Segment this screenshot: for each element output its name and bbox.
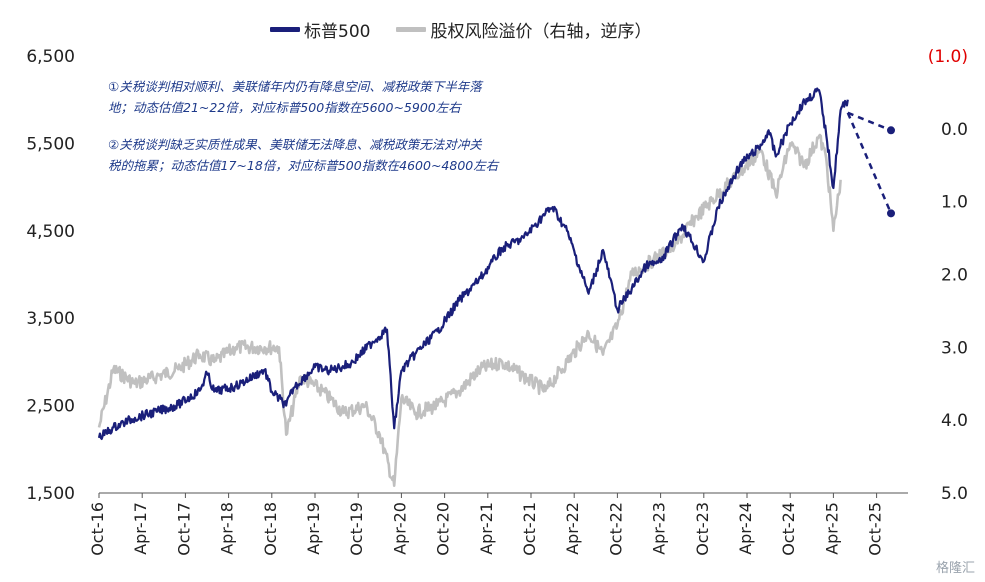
x-tick-label: Apr-21 xyxy=(477,502,496,555)
x-tick-label: Apr-24 xyxy=(736,502,755,555)
y-right-tick-label: 2.0 xyxy=(941,266,968,286)
scenario-dashed-line xyxy=(846,112,893,214)
annotation-scenario2-line1: ②关税谈判缺乏实质性成果、美联储无法降息、减税政策无法对冲关 xyxy=(108,137,482,152)
x-tick-label: Apr-22 xyxy=(563,502,582,555)
watermark-logo: 格隆汇 xyxy=(935,561,975,576)
y-left-tick-label: 1,500 xyxy=(26,484,75,504)
y-left-tick-label: 5,500 xyxy=(26,134,75,154)
y-right-tick-label: 4.0 xyxy=(941,411,968,431)
x-tick-label: Oct-18 xyxy=(261,502,280,556)
y-right-tick-label: 3.0 xyxy=(941,338,968,358)
y-left-tick-label: 2,500 xyxy=(26,397,75,417)
scenario-endpoint xyxy=(887,209,895,218)
x-tick-label: Oct-21 xyxy=(520,502,539,556)
x-tick-label: Apr-19 xyxy=(304,502,323,555)
annotation-scenario2-line2: 税的拖累；动态估值17~18倍，对应标普500指数在4600~4800左右 xyxy=(108,158,499,173)
x-tick-label: Oct-23 xyxy=(693,502,712,556)
y-left-tick-label: 4,500 xyxy=(26,222,75,242)
x-tick-label: Apr-17 xyxy=(131,502,150,555)
legend-item-erp: 股权风险溢价（右轴，逆序） xyxy=(396,17,651,42)
series-line-erp xyxy=(97,133,842,487)
scenario-endpoint xyxy=(887,126,895,135)
y-right-tick-label: 1.0 xyxy=(941,193,968,213)
legend-item-spx: 标普500 xyxy=(270,17,370,42)
x-tick-label: Oct-19 xyxy=(347,502,366,556)
x-tick-label: Oct-24 xyxy=(779,502,798,556)
x-tick-label: Oct-17 xyxy=(174,502,193,556)
scenario-dashed-line xyxy=(847,111,892,132)
y-right-tick-label: 0.0 xyxy=(941,120,968,140)
x-tick-label: Oct-16 xyxy=(88,502,107,556)
x-tick-label: Oct-25 xyxy=(866,502,885,556)
legend-label-erp: 股权风险溢价（右轴，逆序） xyxy=(430,21,652,42)
y-left-tick-label: 6,500 xyxy=(26,47,75,67)
axes: Oct-16 Apr-17 Oct-17 Apr-18 Oct-18 Apr-19 Oct-… xyxy=(26,47,968,556)
annotation-scenario1-line1: ①关税谈判相对顺利、美联储年内仍有降息空间、减税政策下半年落 xyxy=(108,79,482,94)
x-tick-label: Oct-20 xyxy=(434,502,453,556)
legend: 标普500 股权风险溢价（右轴，逆序） xyxy=(270,16,677,42)
x-tick-label: Oct-22 xyxy=(606,502,625,556)
legend-swatch-erp xyxy=(396,26,427,32)
series-line-spx xyxy=(97,87,849,440)
series-area xyxy=(97,87,893,487)
legend-label-spx: 标普500 xyxy=(304,21,371,42)
y-right-tick-label: 5.0 xyxy=(941,484,968,504)
x-tick-label: Apr-18 xyxy=(218,502,237,555)
x-tick-label: Apr-20 xyxy=(390,502,409,555)
y-left-tick-label: 3,500 xyxy=(26,309,75,329)
x-tick-label: Apr-25 xyxy=(822,502,841,555)
x-tick-label: Apr-23 xyxy=(650,502,669,555)
endpoint-marks xyxy=(887,126,895,218)
legend-swatch-spx xyxy=(270,26,300,32)
y-right-tick-label: (1.0) xyxy=(928,47,968,67)
annotation-scenario1-line2: 地；动态估值21~22倍，对应标普500指数在5600~5900左右 xyxy=(108,100,461,115)
